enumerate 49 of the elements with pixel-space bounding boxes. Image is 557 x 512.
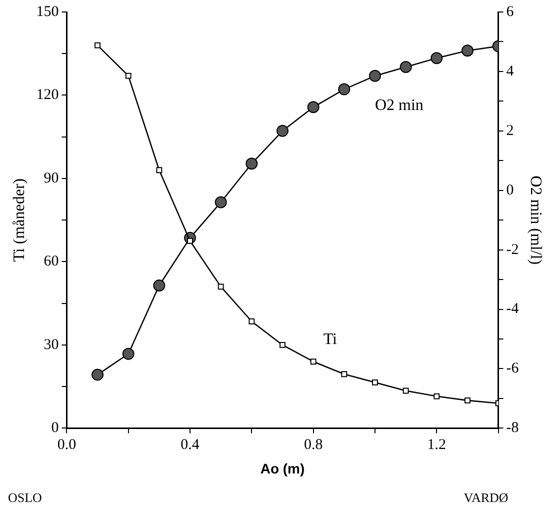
y-tick-label: 30 [44,336,59,353]
point [307,101,320,114]
y2-tick-label: -4 [506,301,520,318]
point [125,72,132,79]
point [122,348,134,360]
text: OSLO [8,490,42,505]
series-label: Ti [323,330,338,348]
x-tick-label: 0.8 [304,437,323,454]
y2-axis-title: O2 min (ml/l) [527,176,544,265]
point [214,196,227,208]
y-tick-label: 150 [36,4,59,20]
y2-tick-label: 6 [506,4,514,20]
point [218,284,224,290]
point [310,358,316,365]
point [248,318,255,324]
y2-tick-label: 2 [506,122,514,139]
text: VARDØ [464,490,508,505]
point [94,42,101,48]
series-label: O2 min [374,97,424,114]
point [430,52,443,64]
point [276,124,289,137]
x-tick-label: 0.4 [180,437,200,454]
point [280,342,286,348]
y2-tick-label: -8 [506,420,519,436]
point [338,83,350,96]
y-tick-label: 0 [51,420,59,436]
point [156,167,162,174]
y-axis-title: Ti (måneder) [10,178,28,262]
y2-tick-label: 4 [506,63,514,80]
point [341,371,348,378]
x-axis-title: Ao (m) [260,460,305,476]
point [246,158,258,170]
x-tick-label: 1.2 [427,437,446,454]
point [461,44,474,57]
point [402,388,409,394]
y2-tick-label: -2 [506,242,519,258]
y2-tick-label: 0 [506,182,514,198]
y2-tick-label: -6 [506,360,520,377]
point [434,393,440,400]
point [368,70,381,82]
point [400,61,412,73]
y-tick-label: 90 [44,170,59,186]
y-tick-label: 120 [36,87,59,104]
point [92,368,104,381]
y-tick-label: 60 [44,254,59,270]
point [464,397,470,404]
point [372,379,378,386]
point [153,280,166,292]
x-tick-label: 0.0 [57,437,76,454]
